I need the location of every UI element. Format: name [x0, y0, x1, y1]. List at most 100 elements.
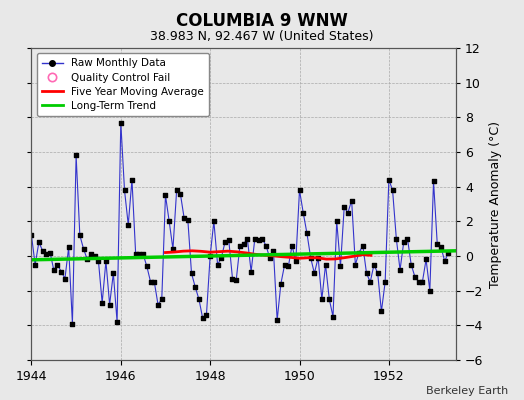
Point [176, 190, 184, 197]
Point [280, 262, 289, 268]
Point [172, 187, 181, 193]
Point [385, 176, 393, 183]
Point [221, 239, 229, 245]
Point [396, 267, 404, 273]
Point [236, 242, 244, 249]
Point [433, 241, 441, 247]
Point [418, 279, 427, 285]
Point [94, 258, 103, 264]
Point [46, 249, 54, 256]
Point [441, 258, 449, 264]
Point [333, 218, 341, 224]
Point [411, 274, 419, 280]
Point [247, 268, 255, 275]
Point [284, 263, 292, 270]
Point [132, 251, 140, 258]
Point [113, 319, 121, 325]
Point [358, 242, 367, 249]
Point [232, 277, 241, 284]
Point [273, 317, 281, 323]
Point [388, 187, 397, 193]
Point [422, 256, 430, 263]
Point [437, 244, 445, 250]
Point [336, 263, 345, 270]
Point [27, 232, 36, 238]
Point [105, 301, 114, 308]
Point [347, 197, 356, 204]
Point [102, 258, 110, 264]
Point [68, 320, 77, 327]
Point [128, 176, 136, 183]
Point [321, 262, 330, 268]
Point [269, 248, 278, 254]
Point [303, 230, 311, 237]
Point [165, 218, 173, 224]
Point [31, 262, 39, 268]
Point [318, 296, 326, 302]
Point [50, 267, 58, 273]
Point [61, 275, 69, 282]
Point [98, 300, 106, 306]
Point [429, 178, 438, 185]
Point [340, 204, 348, 211]
Point [80, 246, 88, 252]
Point [180, 215, 188, 221]
Point [202, 312, 211, 318]
Point [161, 192, 170, 198]
Point [370, 262, 378, 268]
Point [296, 187, 304, 193]
Point [191, 284, 200, 290]
Point [83, 256, 92, 263]
Point [262, 242, 270, 249]
Point [325, 296, 333, 302]
Point [87, 251, 95, 258]
Point [124, 222, 133, 228]
Point [299, 210, 308, 216]
Point [403, 236, 412, 242]
Point [146, 279, 155, 285]
Point [266, 254, 274, 261]
Point [288, 242, 296, 249]
Text: COLUMBIA 9 WNW: COLUMBIA 9 WNW [176, 12, 348, 30]
Point [154, 301, 162, 308]
Point [414, 279, 423, 285]
Point [329, 314, 337, 320]
Point [292, 258, 300, 264]
Point [377, 308, 386, 315]
Point [310, 270, 319, 276]
Point [139, 251, 147, 258]
Point [392, 236, 400, 242]
Point [35, 239, 43, 245]
Point [239, 241, 248, 247]
Point [206, 253, 214, 259]
Point [150, 279, 158, 285]
Point [121, 187, 129, 193]
Point [57, 268, 66, 275]
Text: 38.983 N, 92.467 W (United States): 38.983 N, 92.467 W (United States) [150, 30, 374, 43]
Point [169, 246, 177, 252]
Point [444, 249, 453, 256]
Point [362, 270, 370, 276]
Point [117, 119, 125, 126]
Point [38, 248, 47, 254]
Point [199, 315, 207, 322]
Point [243, 236, 252, 242]
Point [254, 237, 263, 244]
Point [109, 270, 117, 276]
Y-axis label: Temperature Anomaly (°C): Temperature Anomaly (°C) [489, 120, 502, 288]
Point [72, 152, 80, 159]
Point [135, 251, 144, 258]
Point [277, 280, 285, 287]
Point [143, 263, 151, 270]
Point [228, 275, 237, 282]
Point [53, 262, 62, 268]
Point [250, 236, 259, 242]
Point [75, 232, 84, 238]
Point [307, 254, 315, 261]
Point [366, 279, 375, 285]
Point [258, 236, 267, 242]
Point [314, 254, 322, 261]
Point [64, 244, 73, 250]
Point [225, 237, 233, 244]
Point [183, 216, 192, 223]
